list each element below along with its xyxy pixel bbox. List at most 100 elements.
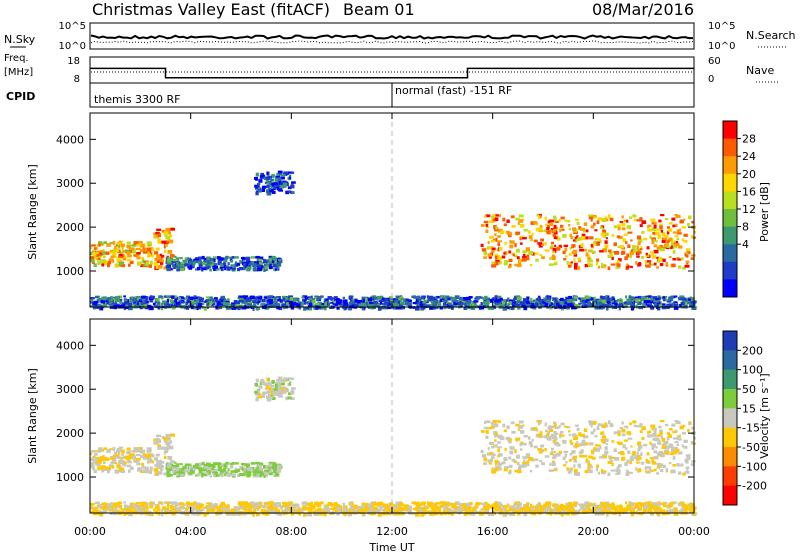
velocity-echo-cell [159, 465, 164, 469]
power-echo-cell [681, 226, 686, 229]
power-echo-cell [131, 244, 136, 247]
power-echo-cell [691, 254, 696, 257]
velocity-echo-cell [230, 470, 235, 473]
power-echo-cell [535, 258, 539, 262]
power-echo-cell [635, 261, 638, 265]
velocity-echo-cell [372, 508, 375, 511]
velocity-echo-cell [574, 472, 578, 476]
power-echo-cell [526, 304, 531, 308]
power-echo-cell [140, 301, 145, 304]
velocity-echo-cell [450, 508, 453, 513]
power-echo-cell [462, 297, 467, 301]
velocity-echo-cell [655, 446, 658, 449]
velocity-echo-cell [273, 391, 277, 396]
velocity-echo-cell [310, 501, 313, 505]
velocity-echo-cell [223, 463, 227, 467]
velocity-echo-cell [273, 474, 277, 478]
velocity-echo-cell [629, 422, 632, 426]
noise-left-label: N.Sky [4, 33, 36, 46]
velocity-echo-cell [163, 501, 167, 504]
velocity-echo-cell [630, 512, 635, 517]
power-echo-cell [415, 306, 420, 311]
power-echo-cell [367, 297, 372, 302]
velocity-echo-cell [558, 450, 562, 454]
velocity-echo-cell [263, 474, 266, 478]
velocity-echo-cell [656, 472, 659, 475]
power-echo-cell [399, 296, 403, 299]
velocity-echo-cell [258, 392, 261, 395]
power-echo-cell [249, 261, 253, 266]
power-echo-cell [253, 304, 257, 307]
velocity-echo-cell [98, 449, 101, 453]
velocity-echo-cell [684, 470, 690, 474]
power-echo-cell [336, 306, 340, 310]
power-echo-cell [561, 228, 565, 231]
power-echo-cell [99, 250, 104, 253]
velocity-echo-cell [661, 437, 666, 442]
velocity-echo-cell [262, 471, 267, 475]
power-echo-cell [492, 297, 495, 300]
power-echo-cell [636, 255, 640, 258]
velocity-echo-cell [122, 461, 127, 465]
power-echo-cell [596, 220, 600, 225]
velocity-echo-cell [170, 433, 175, 437]
power-echo-cell [195, 260, 199, 264]
velocity-echo-cell [190, 466, 193, 469]
power-echo-cell [415, 298, 419, 303]
velocity-echo-cell [538, 508, 544, 511]
velocity-echo-cell [370, 505, 375, 509]
power-echo-cell [495, 259, 500, 263]
velocity-echo-cell [171, 469, 176, 474]
power-echo-cell [494, 295, 497, 300]
power-echo-cell [676, 232, 682, 235]
velocity-echo-cell [503, 429, 507, 433]
velocity-echo-cell [271, 380, 275, 383]
velocity-echo-cell [214, 474, 218, 478]
power-echo-cell [537, 297, 542, 300]
velocity-echo-cell [564, 461, 568, 464]
velocity-echo-cell [451, 505, 456, 509]
velocity-echo-cell [672, 508, 675, 513]
power-echo-cell [151, 248, 155, 251]
power-echo-cell [155, 265, 159, 269]
velocity-echo-cell [133, 460, 138, 463]
velocity-echo-cell [377, 513, 382, 517]
power-echo-cell [494, 299, 498, 303]
power-echo-cell [189, 300, 193, 304]
velocity-echo-cell [604, 450, 609, 455]
velocity-echo-cell [105, 457, 110, 461]
power-echo-cell [269, 265, 273, 270]
power-echo-cell [302, 299, 307, 303]
velocity-echo-cell [510, 446, 515, 450]
power-echo-cell [108, 303, 113, 306]
velocity-echo-cell [659, 469, 664, 473]
velocity-echo-cell [167, 462, 170, 466]
power-echo-cell [599, 239, 602, 244]
power-echo-cell [277, 177, 282, 182]
velocity-echo-cell [503, 468, 508, 472]
power-echo-cell [515, 217, 520, 221]
velocity-echo-cell [579, 504, 584, 509]
power-echo-cell [146, 247, 152, 252]
power-echo-cell [118, 240, 121, 244]
velocity-echo-cell [376, 508, 382, 512]
power-echo-cell [599, 250, 604, 253]
velocity-echo-cell [606, 512, 609, 517]
power-echo-cell [516, 248, 520, 253]
power-echo-cell [140, 264, 144, 267]
power-echo-cell [678, 228, 681, 232]
power-echo-cell [117, 295, 122, 299]
power-echo-cell [156, 298, 160, 302]
power-echo-cell [276, 173, 280, 176]
velocity-echo-cell [561, 434, 565, 437]
power-echo-cell [369, 301, 373, 305]
power-echo-cell [290, 171, 295, 174]
power-echo-cell [688, 216, 691, 220]
power-echo-cell [580, 227, 585, 231]
power-echo-cell [109, 242, 113, 245]
power-echo-cell [90, 246, 93, 250]
velocity-echo-cell [532, 505, 536, 508]
velocity-echo-cell [607, 472, 611, 477]
velocity-echo-cell [257, 502, 262, 506]
power-echo-cell [96, 298, 99, 302]
